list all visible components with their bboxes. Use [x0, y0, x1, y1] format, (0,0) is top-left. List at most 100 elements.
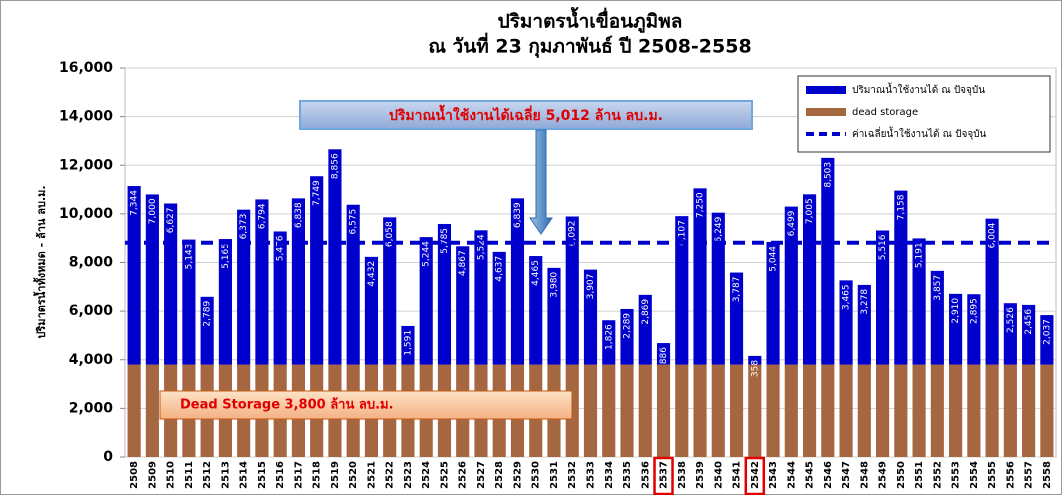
bar-segment — [456, 246, 470, 365]
value-label: 8,856 — [330, 153, 340, 179]
bar-segment — [949, 364, 963, 457]
x-tick-label: 2527 — [476, 461, 487, 489]
bar-segment — [784, 364, 798, 457]
value-label: 2,037 — [1042, 319, 1052, 345]
value-label: 7,005 — [805, 198, 815, 224]
value-label: 8,503 — [823, 162, 833, 188]
x-tick-label: 2548 — [859, 461, 870, 489]
bar-segment — [328, 149, 342, 365]
value-label: 3,907 — [586, 274, 596, 300]
value-label: 5,044 — [769, 246, 779, 272]
x-tick-label: 2518 — [312, 461, 323, 489]
x-tick-label: 2539 — [695, 461, 706, 489]
bar-segment — [1022, 304, 1036, 365]
value-label: 6,627 — [166, 207, 176, 233]
bar-segment — [1003, 364, 1017, 457]
value-label: 2,869 — [641, 299, 651, 325]
value-label: 6,092 — [568, 221, 578, 247]
x-tick-label: 2509 — [147, 461, 158, 489]
value-label: 358 — [750, 360, 760, 377]
value-label: 5,244 — [422, 241, 432, 267]
bar-segment — [693, 188, 707, 365]
value-label: 4,432 — [367, 261, 377, 287]
value-label: 2,789 — [203, 301, 213, 327]
value-label: 6,058 — [385, 221, 395, 247]
value-label: 7,749 — [312, 180, 322, 206]
bar-segment — [748, 364, 762, 457]
bar-segment — [620, 308, 634, 365]
x-tick-label: 2520 — [348, 461, 359, 489]
bar-segment — [985, 218, 999, 365]
value-label: 2,910 — [951, 298, 961, 324]
bar-segment — [839, 364, 853, 457]
x-tick-label: 2552 — [932, 461, 943, 489]
x-tick-label: 2532 — [567, 461, 578, 489]
bar-segment — [711, 212, 725, 365]
x-tick-label: 2547 — [841, 461, 852, 489]
bar-segment — [912, 364, 926, 457]
x-tick-label: 2513 — [220, 461, 231, 489]
bar-segment — [492, 251, 506, 365]
bar-segment — [127, 364, 141, 457]
x-tick-label: 2517 — [293, 461, 304, 489]
bar-segment — [1040, 315, 1054, 365]
y-tick-label: 4,000 — [69, 352, 114, 368]
bar-segment — [310, 176, 324, 365]
x-tick-label: 2521 — [366, 461, 377, 489]
bar-segment — [766, 364, 780, 457]
bar-segment — [894, 364, 908, 457]
x-tick-label: 2535 — [622, 461, 633, 489]
x-tick-label: 2515 — [257, 461, 268, 489]
bar-segment — [583, 364, 598, 457]
bar-segment — [748, 355, 762, 365]
bar-segment — [876, 230, 890, 365]
bar-segment — [967, 294, 981, 365]
bar-segment — [510, 198, 525, 365]
x-tick-label: 2553 — [951, 461, 962, 489]
value-label: 1,591 — [403, 330, 413, 356]
value-label: 3,465 — [842, 284, 852, 310]
annotation-box — [299, 100, 753, 130]
x-tick-label: 2534 — [604, 461, 615, 489]
value-label: 6,839 — [513, 202, 523, 228]
x-tick-label: 2537 — [659, 461, 670, 489]
value-label: 5,191 — [915, 242, 925, 268]
value-label: 7,250 — [696, 192, 706, 218]
y-tick-label: 14,000 — [59, 109, 113, 125]
x-tick-label: 2528 — [494, 461, 505, 489]
x-tick-label: 2522 — [385, 461, 396, 489]
x-tick-label: 2550 — [896, 461, 907, 489]
bar-segment — [876, 364, 890, 457]
bar-segment — [821, 364, 835, 457]
x-tick-label: 2531 — [549, 461, 560, 489]
bar-segment — [784, 206, 798, 365]
bar-segment — [218, 239, 232, 365]
x-tick-label: 2524 — [421, 461, 432, 489]
x-tick-label: 2557 — [1024, 461, 1035, 489]
legend-swatch — [806, 86, 846, 94]
bar-segment — [364, 256, 379, 365]
value-label: 1,826 — [604, 324, 614, 350]
bar-segment — [802, 364, 817, 457]
bar-segment — [693, 364, 707, 457]
bar-segment — [1040, 364, 1054, 457]
annotation-arrow — [529, 129, 553, 235]
x-tick-label: 2536 — [640, 461, 651, 489]
value-label: 6,004 — [988, 222, 998, 248]
annotation: Dead Storage 3,800 ล้าน ลบ.ม. — [180, 397, 394, 413]
bar-segment — [255, 199, 269, 365]
value-label: 7,158 — [896, 194, 906, 220]
x-tick-label: 2512 — [202, 461, 213, 489]
bar-segment — [1003, 303, 1017, 365]
bar-segment — [821, 157, 835, 365]
value-label: 4,867 — [458, 250, 468, 276]
value-label: 6,794 — [257, 203, 267, 229]
annotation-box — [159, 390, 573, 420]
legend-label: ค่าเฉลี่ยน้ำใช้งานได้ ณ ปัจจุบัน — [852, 126, 987, 140]
bar-segment — [383, 217, 397, 365]
value-label: 3,980 — [549, 272, 559, 298]
bar-segment — [638, 364, 652, 457]
bar-segment — [419, 237, 433, 365]
legend-swatch — [806, 108, 846, 116]
